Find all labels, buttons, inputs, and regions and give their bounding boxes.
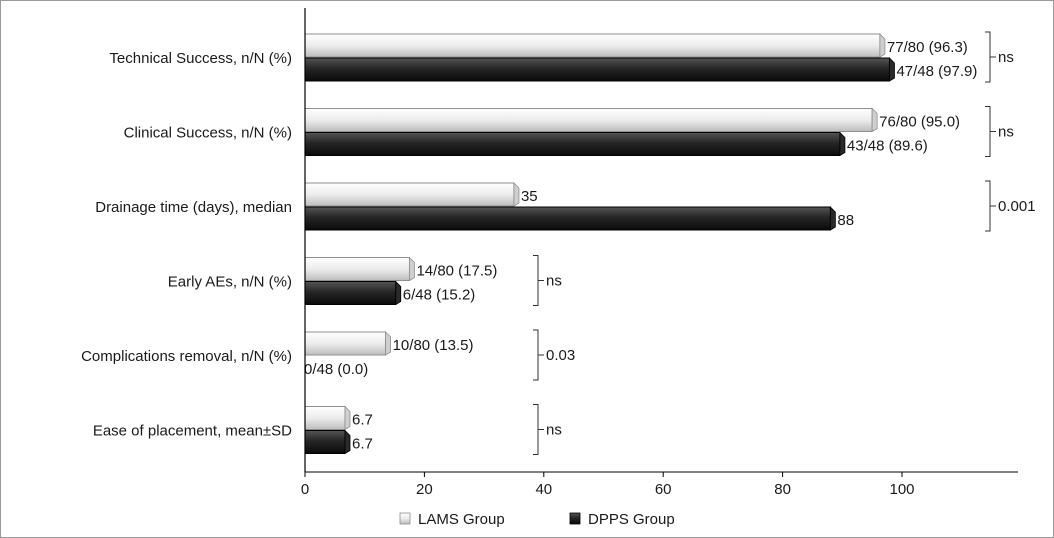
bar-lams-cap <box>385 331 391 356</box>
bar-dpps <box>304 281 397 305</box>
x-tick-label: 0 <box>301 481 309 498</box>
significance-bracket <box>533 329 544 381</box>
significance-bracket <box>985 31 996 83</box>
significance-label: 0.001 <box>998 198 1036 215</box>
value-label-dpps: 88 <box>837 212 854 229</box>
bar-lams-cap <box>344 405 351 431</box>
value-label-dpps: 43/48 (89.6) <box>847 138 928 155</box>
value-label-lams: 10/80 (13.5) <box>393 337 474 354</box>
bar-lams <box>304 406 346 430</box>
bar-dpps <box>304 132 841 156</box>
bar-lams-cap <box>871 107 878 133</box>
bar-dpps <box>304 57 890 82</box>
value-label-dpps: 0/48 (0.0) <box>304 361 368 378</box>
significance-bracket <box>985 180 996 232</box>
category-label: Complications removal, n/N (%) <box>81 348 292 365</box>
x-tick-label: 20 <box>416 481 433 498</box>
x-tick-label: 60 <box>655 481 672 498</box>
value-label-lams: 6.7 <box>352 412 373 429</box>
x-tick-label: 80 <box>774 481 791 498</box>
bar-lams <box>304 257 410 281</box>
significance-label: ns <box>546 273 562 290</box>
significance-brackets: ns ns 0.001 ns 0.03 ns <box>533 31 1036 455</box>
legend-swatch-dpps <box>569 512 581 525</box>
legend: LAMS Group DPPS Group <box>399 511 675 528</box>
bar-dpps <box>304 206 831 231</box>
bar-lams <box>304 331 387 356</box>
x-tick-label: 100 <box>889 481 914 498</box>
bar-lams-cap <box>513 182 520 207</box>
bar-lams <box>304 182 515 207</box>
value-label-dpps: 6.7 <box>352 436 373 453</box>
x-tick-label: 40 <box>535 481 552 498</box>
significance-label: 0.03 <box>546 347 575 364</box>
legend-label-lams: LAMS Group <box>418 511 505 528</box>
legend-label-dpps: DPPS Group <box>588 511 675 528</box>
bar-lams-cap <box>879 33 886 58</box>
bar-dpps-cap <box>839 131 846 157</box>
category-label: Early AEs, n/N (%) <box>168 274 292 291</box>
bar-lams-cap <box>409 256 415 282</box>
significance-bracket <box>533 255 544 306</box>
value-labels: 77/80 (96.3) 47/48 (97.9) 76/80 (95.0) 43/4… <box>304 39 977 453</box>
bar-dpps-cap <box>344 429 351 455</box>
x-axis: 0 20 40 60 80 100 <box>301 8 1018 498</box>
bar-dpps-cap <box>889 57 895 82</box>
significance-label: ns <box>998 49 1014 66</box>
category-label: Clinical Success, n/N (%) <box>124 125 292 142</box>
category-label: Ease of placement, mean±SD <box>93 423 292 440</box>
bar-lams <box>304 33 881 58</box>
value-label-dpps: 6/48 (15.2) <box>403 287 476 304</box>
significance-label: ns <box>998 124 1014 141</box>
category-labels: Technical Success, n/N (%) Clinical Succe… <box>81 50 292 440</box>
bar-dpps-cap <box>829 206 836 231</box>
category-label: Technical Success, n/N (%) <box>109 50 292 67</box>
value-label-lams: 77/80 (96.3) <box>887 39 968 56</box>
legend-swatch-lams <box>399 512 411 525</box>
significance-label: ns <box>546 422 562 439</box>
significance-bracket <box>985 106 996 157</box>
bars-layer <box>304 33 895 455</box>
category-label: Drainage time (days), median <box>95 199 292 216</box>
value-label-lams: 14/80 (17.5) <box>416 263 497 280</box>
significance-bracket <box>533 404 544 455</box>
bar-lams <box>304 108 873 132</box>
value-label-dpps: 47/48 (97.9) <box>896 63 977 80</box>
value-label-lams: 35 <box>521 188 538 205</box>
value-label-lams: 76/80 (95.0) <box>879 114 960 131</box>
bar-dpps-cap <box>395 280 402 306</box>
bar-dpps <box>304 430 346 454</box>
